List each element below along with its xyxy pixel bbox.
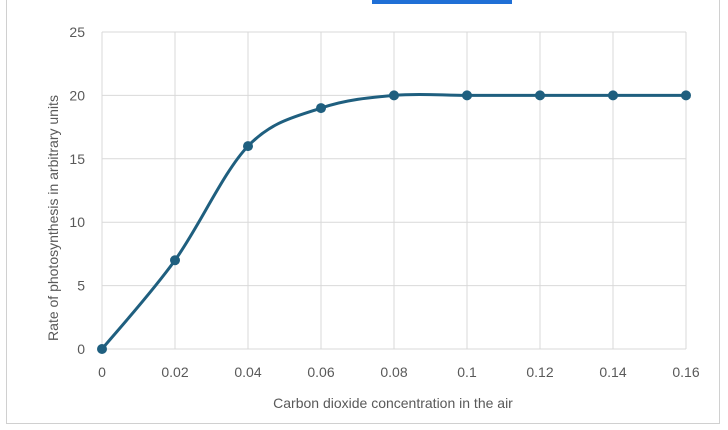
x-tick-labels: 0 0.02 0.04 0.06 0.08 0.1 0.12 0.14 0.16	[98, 364, 700, 380]
y-axis-label: Rate of photosynthesis in arbitrary unit…	[45, 95, 61, 341]
x-tick-label: 0.02	[161, 364, 188, 380]
x-tick-label: 0.06	[307, 364, 334, 380]
x-tick-label: 0.04	[234, 364, 261, 380]
title-fragment-strip	[372, 0, 512, 4]
x-tick-label: 0	[98, 364, 106, 380]
y-tick-labels: 0 5 10 15 20 25	[69, 24, 85, 357]
chart-frame	[6, 0, 720, 424]
data-point	[170, 255, 180, 266]
data-point	[681, 90, 691, 101]
x-tick-label: 0.14	[599, 364, 626, 380]
x-axis-label: Carbon dioxide concentration in the air	[273, 395, 513, 411]
data-points	[97, 90, 691, 354]
x-tick-label: 0.08	[380, 364, 407, 380]
x-tick-label: 0.1	[457, 364, 477, 380]
data-point	[389, 90, 399, 101]
data-point	[316, 103, 326, 114]
data-point	[608, 90, 618, 101]
data-point	[535, 90, 545, 101]
y-tick-label: 15	[69, 151, 85, 167]
y-tick-label: 0	[77, 341, 85, 357]
data-point	[243, 141, 253, 152]
y-tick-label: 20	[69, 87, 85, 103]
x-tick-label: 0.16	[672, 364, 699, 380]
y-tick-label: 10	[69, 214, 85, 230]
data-point	[97, 344, 107, 354]
y-tick-label: 5	[77, 278, 85, 294]
series-line	[100, 92, 686, 350]
x-tick-label: 0.12	[526, 364, 553, 380]
grid-lines	[101, 31, 687, 350]
data-point	[462, 90, 472, 101]
y-tick-label: 25	[69, 24, 85, 40]
